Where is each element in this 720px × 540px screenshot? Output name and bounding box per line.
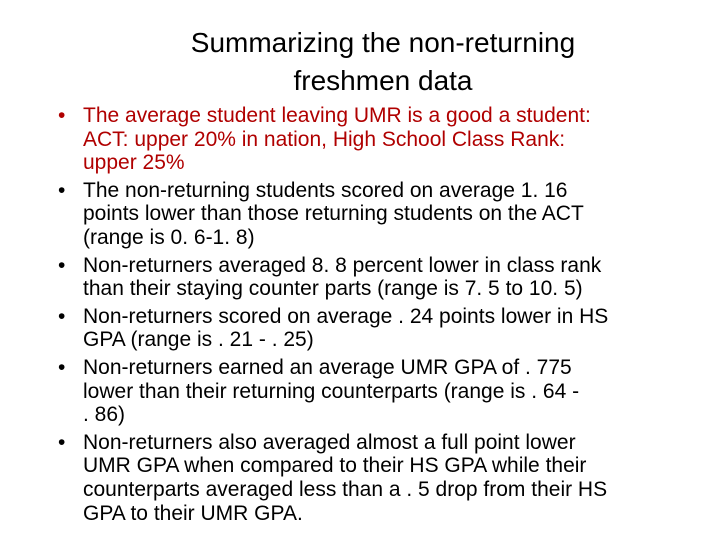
bullet-item: • Non-returners also averaged almost a fu… xyxy=(56,431,696,525)
title-line: freshmen data xyxy=(293,65,473,96)
bullet-list: • The average student leaving UMR is a go… xyxy=(56,104,696,529)
bullet-text-line: lower than their returning counterparts … xyxy=(83,379,580,403)
bullet-text-line: (range is 0. 6-1. 8) xyxy=(83,225,255,249)
bullet-item: • Non-returners scored on average . 24 po… xyxy=(56,305,696,352)
bullet-text-line: The average student leaving UMR is a goo… xyxy=(83,104,591,127)
bullet-text-line: GPA (range is . 21 - . 25) xyxy=(83,328,314,352)
bullet-icon: • xyxy=(58,430,66,454)
bullet-text-line: Non-returners scored on average . 24 poi… xyxy=(83,304,609,328)
bullet-text-line: ACT: upper 20% in nation, High School Cl… xyxy=(83,127,566,151)
bullet-icon: • xyxy=(58,253,66,277)
bullet-icon: • xyxy=(58,104,66,127)
bullet-item: • Non-returners earned an average UMR GPA… xyxy=(56,356,696,427)
bullet-text-line: UMR GPA when compared to their HS GPA wh… xyxy=(83,454,587,478)
bullet-item: • The average student leaving UMR is a go… xyxy=(56,104,696,175)
bullet-text-line: Non-returners earned an average UMR GPA … xyxy=(83,355,572,379)
title-line: Summarizing the non-returning xyxy=(190,27,576,58)
slide-title: Summarizing the non-returning freshmen d… xyxy=(120,24,646,100)
bullet-icon: • xyxy=(58,178,66,202)
bullet-text-line: Non-returners averaged 8. 8 percent lowe… xyxy=(83,253,602,277)
bullet-text-line: The non-returning students scored on ave… xyxy=(83,178,568,202)
bullet-text-line: Non-returners also averaged almost a ful… xyxy=(83,430,576,454)
bullet-item: • Non-returners averaged 8. 8 percent low… xyxy=(56,254,696,301)
bullet-text-line: GPA to their UMR GPA. xyxy=(83,501,303,525)
bullet-text-line: points lower than those returning studen… xyxy=(83,202,584,226)
bullet-text-line: . 86) xyxy=(83,403,126,427)
bullet-icon: • xyxy=(58,355,66,379)
bullet-text-line: counterparts averaged less than a . 5 dr… xyxy=(83,477,608,501)
bullet-text-line: upper 25% xyxy=(83,151,185,175)
bullet-item: • The non-returning students scored on av… xyxy=(56,179,696,250)
bullet-text-line: than their staying counter parts (range … xyxy=(83,277,583,301)
bullet-icon: • xyxy=(58,304,66,328)
